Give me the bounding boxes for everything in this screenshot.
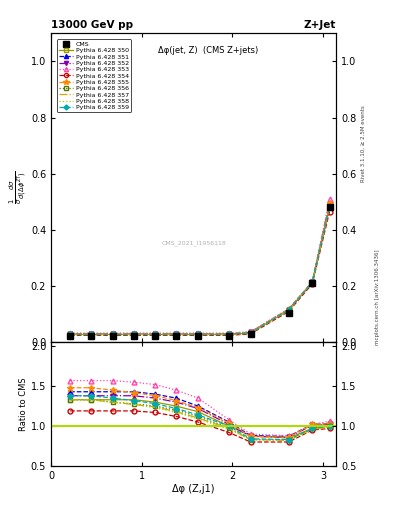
Text: mcplots.cern.ch [arXiv:1306.3436]: mcplots.cern.ch [arXiv:1306.3436]: [375, 249, 380, 345]
Y-axis label: $\frac{1}{\sigma}\frac{d\sigma}{d(\Delta\phi^{ZT})}$: $\frac{1}{\sigma}\frac{d\sigma}{d(\Delta…: [8, 171, 29, 204]
Text: Z+Jet: Z+Jet: [304, 20, 336, 31]
Text: Δφ(jet, Z)  (CMS Z+jets): Δφ(jet, Z) (CMS Z+jets): [158, 46, 258, 55]
X-axis label: Δφ (Z,j1): Δφ (Z,j1): [172, 483, 215, 494]
Legend: CMS, Pythia 6.428 350, Pythia 6.428 351, Pythia 6.428 352, Pythia 6.428 353, Pyt: CMS, Pythia 6.428 350, Pythia 6.428 351,…: [57, 39, 131, 112]
Text: 13000 GeV pp: 13000 GeV pp: [51, 20, 133, 31]
Text: CMS_2021_I1956118: CMS_2021_I1956118: [161, 241, 226, 246]
Y-axis label: Ratio to CMS: Ratio to CMS: [19, 377, 28, 431]
Text: Rivet 3.1.10, ≥ 2.5M events: Rivet 3.1.10, ≥ 2.5M events: [361, 105, 366, 182]
